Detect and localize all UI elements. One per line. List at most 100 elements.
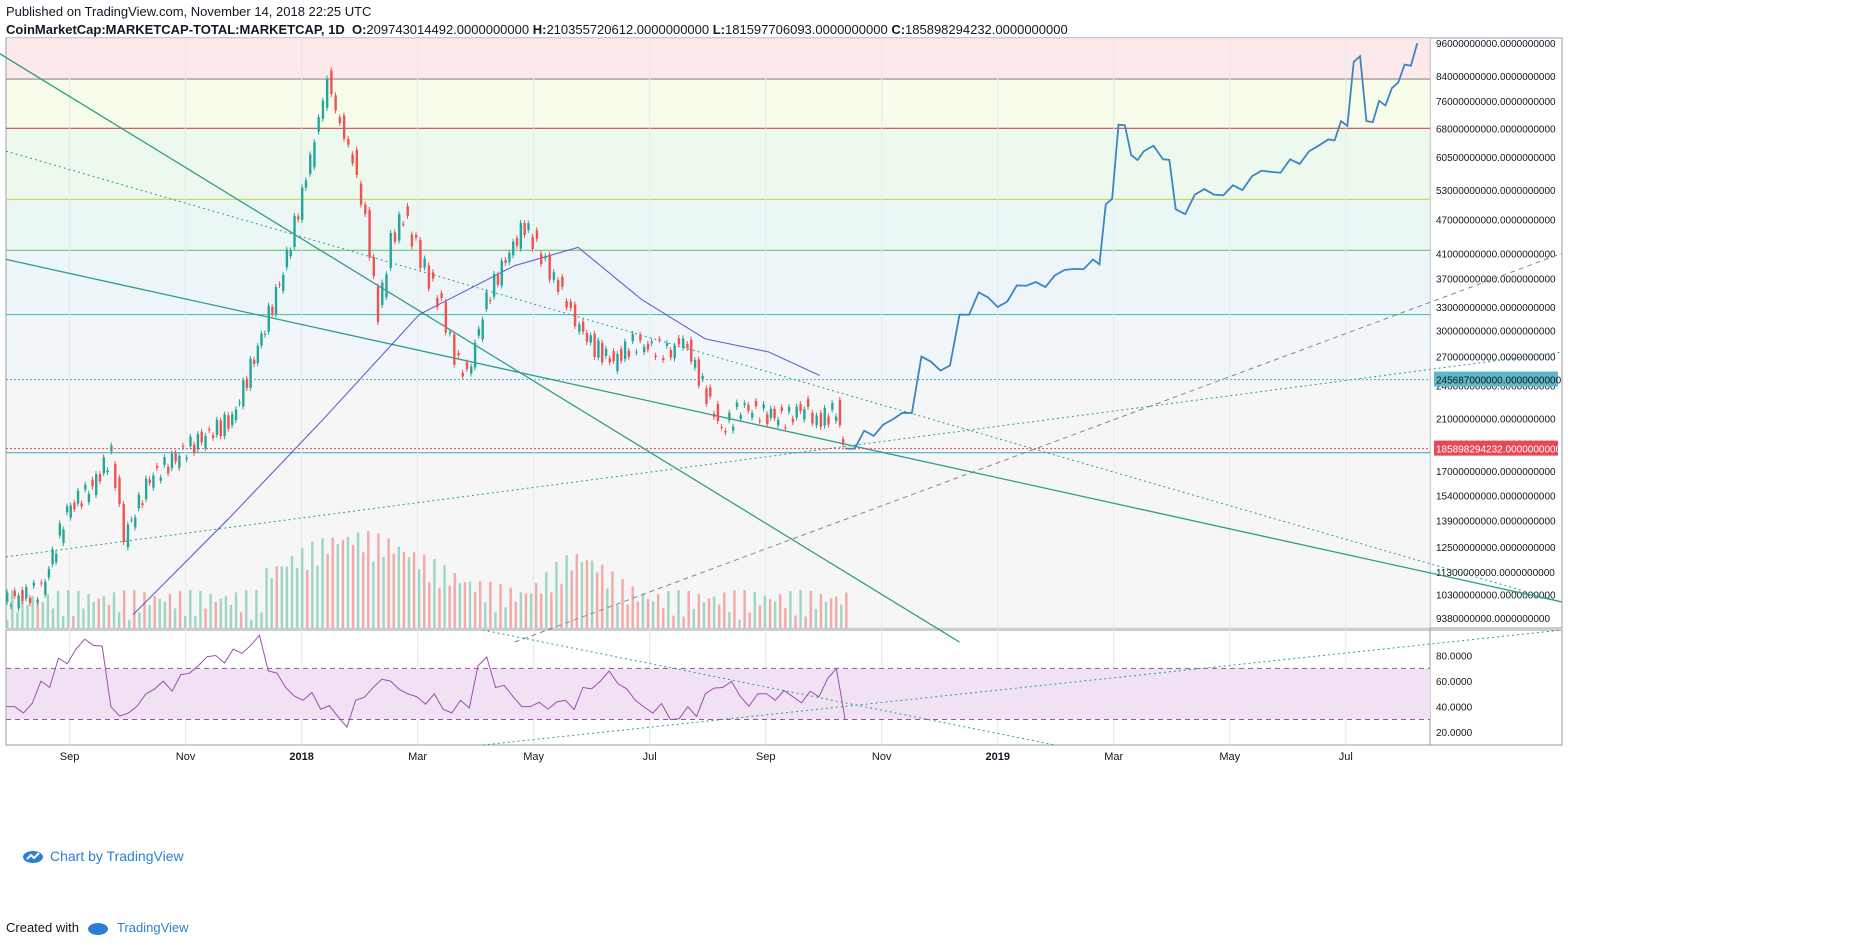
volume-bar <box>626 604 629 628</box>
candle-body <box>297 216 300 220</box>
candle-body <box>585 332 589 342</box>
volume-bar <box>26 605 29 628</box>
candle-body <box>178 455 181 468</box>
volume-bar <box>723 592 726 628</box>
volume-bar <box>11 590 14 628</box>
symbol-label: CoinMarketCap:MARKETCAP-TOTAL:MARKETCAP,… <box>6 22 345 37</box>
candle-body <box>364 204 367 214</box>
volume-bar <box>585 560 589 628</box>
y-tick-label: 12500000000.0000000000 <box>1436 543 1556 554</box>
volume-bar <box>382 556 385 628</box>
x-tick-label: Mar <box>1104 751 1123 763</box>
candle-body <box>540 253 543 264</box>
candle-body <box>80 503 83 507</box>
trendline-descending-steep <box>0 53 960 643</box>
volume-bar <box>219 598 222 628</box>
volume-bar <box>824 602 828 628</box>
candle-body <box>565 301 568 308</box>
rsi-pane-frame <box>5 629 1563 746</box>
candle-body <box>747 404 750 411</box>
candle-body <box>795 406 798 418</box>
zone-band <box>7 128 1430 200</box>
volume-bar <box>504 607 507 628</box>
candle-body <box>253 359 256 364</box>
volume-bar <box>560 584 563 628</box>
volume-bar <box>112 592 116 628</box>
candle-body <box>376 286 380 323</box>
tradingview-cloud-icon <box>87 922 108 935</box>
candle-body <box>219 420 222 437</box>
tradingview-watermark[interactable]: Chart by TradingView <box>22 848 184 864</box>
created-with-label: Created with <box>6 920 79 935</box>
volume-bar <box>51 608 55 628</box>
x-tick-label: Sep <box>60 751 80 763</box>
candle-body <box>271 306 274 314</box>
candle-body <box>519 222 523 249</box>
volume-bar <box>489 581 492 628</box>
volume-bar <box>545 572 548 628</box>
y-tick-label: 11300000000.0000000000 <box>1436 568 1555 579</box>
candle-body <box>13 590 17 597</box>
volume-bar <box>41 601 44 628</box>
y-tick-label: 21000000000.0000000000 <box>1436 415 1556 426</box>
volume-bar <box>616 604 619 628</box>
candle-body <box>739 415 743 420</box>
volume-bar <box>117 612 121 628</box>
candle-body <box>841 439 845 445</box>
candle-body <box>215 419 219 435</box>
tradingview-cloud-icon <box>23 851 43 863</box>
x-tick-label: May <box>523 751 544 763</box>
candle-body <box>616 354 619 372</box>
candle-body <box>573 304 577 327</box>
candle-body <box>552 272 556 280</box>
volume-bar <box>687 590 690 628</box>
candle-body <box>106 470 109 473</box>
open-label: O: <box>351 22 367 37</box>
volume-bar <box>285 566 289 628</box>
volume-bar <box>651 601 655 628</box>
last-price-label: 185898294232.0000000000 <box>1436 445 1562 456</box>
tradingview-brand-link[interactable]: TradingView <box>116 920 189 935</box>
volume-bar <box>484 602 487 628</box>
candle-body <box>440 293 443 299</box>
volume-bar <box>392 553 395 628</box>
candle-body <box>17 595 20 609</box>
volume-bar <box>214 601 217 628</box>
candle-body <box>777 419 780 426</box>
candle-body <box>342 115 346 139</box>
volume-bar <box>122 590 126 628</box>
projection-line <box>845 42 1419 450</box>
candle-body <box>148 479 151 484</box>
candle-body <box>263 333 267 335</box>
candle-body <box>36 600 39 603</box>
candle-body <box>642 346 646 353</box>
candle-body <box>492 273 496 297</box>
candle-body <box>784 427 787 429</box>
y-tick-label: 37000000000.0000000000 <box>1436 275 1556 286</box>
volume-bar <box>443 565 446 628</box>
candle-body <box>500 260 503 286</box>
x-tick-label: Jul <box>643 751 657 763</box>
volume-bar <box>718 604 721 628</box>
volume-bar <box>834 596 838 628</box>
candle-body <box>709 387 712 397</box>
price-marker-label: 245687000000.0000000000 <box>1436 376 1562 387</box>
volume-bar <box>529 593 533 628</box>
volume-bar <box>102 596 106 628</box>
candle-body <box>381 282 384 306</box>
rsi-tick-label: 60.0000 <box>1436 677 1473 688</box>
candle-body <box>242 380 245 407</box>
candle-body <box>249 358 252 388</box>
y-tick-label: 41000000000.0000000000 <box>1436 249 1556 260</box>
candle-body <box>578 324 581 332</box>
candle-body <box>477 328 481 336</box>
volume-bar <box>631 586 634 628</box>
volume-bar <box>514 601 517 628</box>
candle-body <box>330 70 333 95</box>
volume-bar <box>306 570 309 628</box>
candle-body <box>635 351 638 353</box>
candle-body <box>448 331 452 334</box>
y-tick-label: 68000000000.0000000000 <box>1436 124 1556 135</box>
volume-bar <box>819 593 823 628</box>
